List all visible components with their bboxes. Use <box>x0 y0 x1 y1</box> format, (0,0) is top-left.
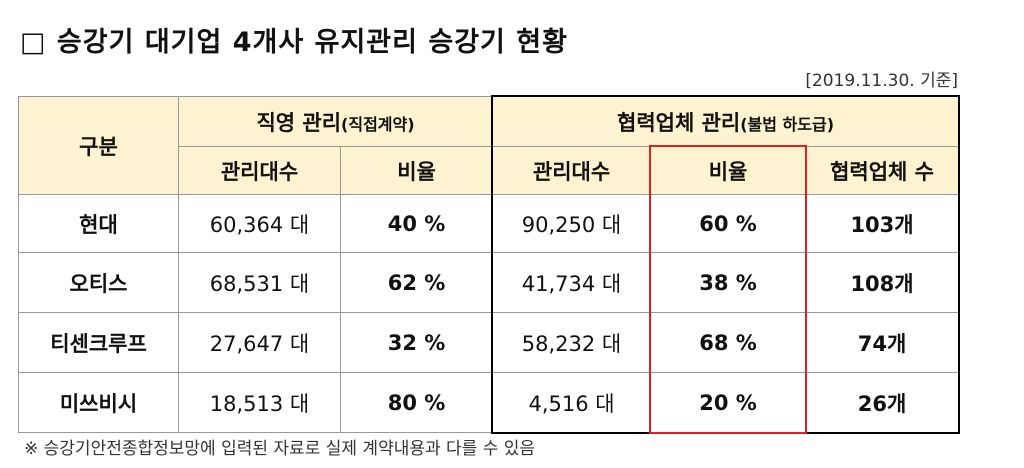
title: □ 승강기 대기업 4개사 유지관리 승강기 현황 <box>20 27 568 58</box>
header-row: 관리대수 비율 관리대수 비율 협력업체 수 <box>19 146 960 195</box>
table-cell: 32 % <box>339 312 494 373</box>
header-cell: 관리대수 <box>178 146 341 195</box>
row-label: 티센크루프 <box>18 312 179 373</box>
group-sub: (직접계약) <box>341 114 415 134</box>
header-group: 협력업체 관리(불법 하도급) <box>492 96 960 147</box>
table-cell: 20 % <box>650 372 807 433</box>
date-note: [2019.11.30. 기준] <box>805 71 958 91</box>
table-cell: 62 % <box>339 252 494 313</box>
table-cell: 27,647 대 <box>178 312 341 373</box>
group-label: 직영 관리 <box>256 110 342 135</box>
group-label: 협력업체 관리 <box>617 110 741 135</box>
group-sub: (불법 하도급) <box>740 114 835 134</box>
table-cell: 68 % <box>650 312 807 373</box>
header-cell: 관리대수 <box>492 146 652 195</box>
table-cell: 68,531 대 <box>178 252 341 313</box>
table-cell: 60 % <box>650 194 807 253</box>
table-cell: 108개 <box>805 252 960 313</box>
header-cell: 비율 <box>650 146 807 195</box>
table-cell: 60,364 대 <box>178 194 341 253</box>
table-cell: 4,516 대 <box>492 372 652 433</box>
row-label: 오티스 <box>18 252 179 313</box>
table-row: 미쓰비시 18,513 대 80 % 4,516 대 20 % 26개 <box>18 372 960 433</box>
table-row: 현대 60,364 대 40 % 90,250 대 60 % 103개 <box>18 194 960 253</box>
table-cell: 18,513 대 <box>178 372 341 433</box>
header-row: 구분 직영 관리(직접계약) 협력업체 관리(불법 하도급) <box>18 96 960 195</box>
table-cell: 41,734 대 <box>492 252 652 313</box>
row-label: 미쓰비시 <box>18 372 179 433</box>
table-cell: 90,250 대 <box>492 194 652 253</box>
table-row: 티센크루프 27,647 대 32 % 58,232 대 68 % 74개 <box>18 312 960 373</box>
row-label: 현대 <box>18 194 179 253</box>
table-cell: 38 % <box>650 252 807 313</box>
table-cell: 58,232 대 <box>492 312 652 373</box>
header-cell: 비율 <box>339 146 494 195</box>
header-cell: 협력업체 수 <box>805 146 960 195</box>
table-cell: 26개 <box>805 372 960 433</box>
table-body: 구분 직영 관리(직접계약) 협력업체 관리(불법 하도급) 관리대수 비율 관리대… <box>18 96 960 433</box>
table-row: 오티스 68,531 대 62 % 41,734 대 38 % 108개 <box>18 252 960 313</box>
table-cell: 80 % <box>339 372 494 433</box>
table-cell: 74개 <box>805 312 960 373</box>
footnote: ※ 승강기안전종합정보망에 입력된 자료로 실제 계약내용과 다를 수 있음 <box>24 439 536 459</box>
table: 구분 직영 관리(직접계약) 협력업체 관리(불법 하도급) 관리대수 비율 관리대… <box>18 96 960 433</box>
header-group: 직영 관리(직접계약) <box>177 96 494 147</box>
header-cell: 구분 <box>18 96 179 195</box>
table-cell: 103개 <box>805 194 960 253</box>
table-cell: 40 % <box>339 194 494 253</box>
